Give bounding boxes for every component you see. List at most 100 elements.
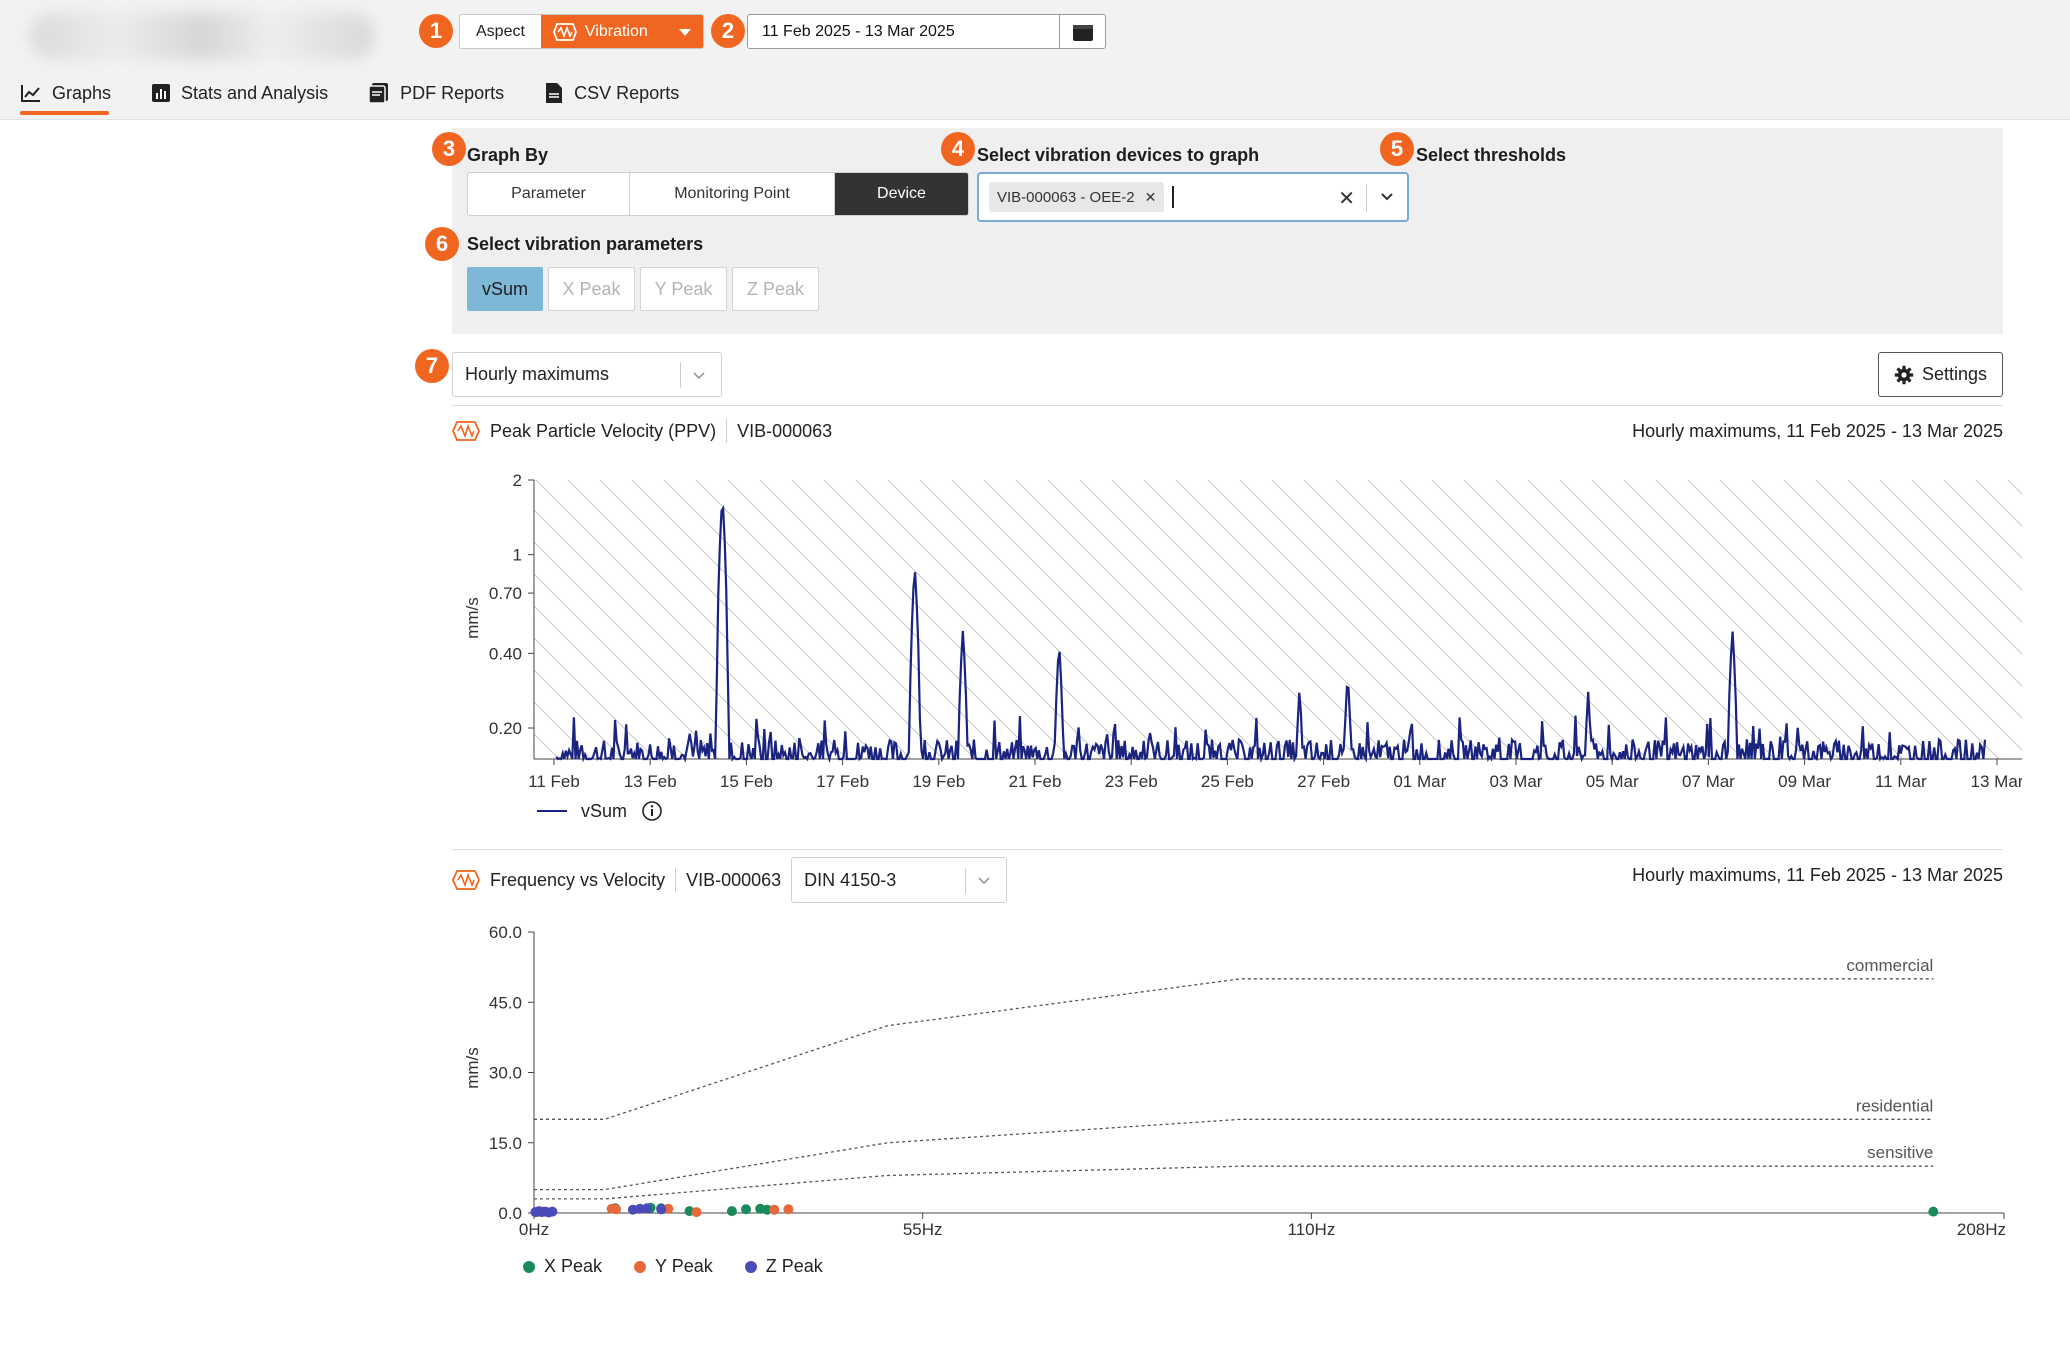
standard-select[interactable]: DIN 4150-3 [791, 857, 1008, 903]
y-axis-label: mm/s [463, 1047, 482, 1089]
z-peak-point [656, 1204, 667, 1215]
aspect-selector[interactable]: Aspect Vibration [459, 14, 704, 49]
ppv-line-chart: 2 1 0.70 0.40 0.20 mm/s 11 Feb 13 Feb 15 Feb 17 F… [463, 471, 2022, 791]
tab-csv-reports[interactable]: CSV Reports [524, 68, 699, 118]
parameter-buttons: vSum X Peak Y Peak Z Peak [467, 267, 819, 311]
tab-label: CSV Reports [574, 82, 680, 103]
x-tick-label: 25 Feb [1201, 772, 1254, 791]
y-axis-label: mm/s [463, 597, 482, 639]
fvv-chart-title: Frequency vs Velocity [490, 869, 666, 890]
param-vsum-button[interactable]: vSum [467, 267, 543, 311]
graph-by-device-button[interactable]: Device [835, 173, 968, 215]
graph-by-parameter-button[interactable]: Parameter [468, 173, 630, 215]
clear-icon[interactable]: ✕ [1338, 188, 1355, 210]
y-tick-label: 0.40 [489, 644, 522, 663]
bar-chart-icon [152, 84, 171, 102]
main-tabs: Graphs Stats and Analysis PDF Reports [0, 68, 699, 118]
tab-stats-and-analysis[interactable]: Stats and Analysis [131, 68, 348, 118]
x-tick-label: 11 Mar [1875, 772, 1927, 791]
step-badge-3: 3 [432, 132, 466, 166]
y-tick-label: 60.0 [489, 923, 522, 942]
caret-down-icon [678, 29, 691, 36]
tab-pdf-reports[interactable]: PDF Reports [348, 68, 524, 118]
calendar-icon [1072, 24, 1093, 41]
param-x-peak-button[interactable]: X Peak [548, 267, 635, 311]
x-tick-label: 23 Feb [1105, 772, 1158, 791]
y-tick-label: 1 [513, 546, 522, 565]
y-peak-point [611, 1204, 621, 1215]
settings-button[interactable]: Settings [1878, 352, 2003, 397]
top-bar: 1 Aspect Vibration 2 11 Feb 2025 - 13 Ma… [0, 0, 2070, 120]
legend-line-swatch [537, 810, 567, 812]
filter-panel: 3 Graph By Parameter Monitoring Point De… [425, 128, 2003, 334]
device-multiselect[interactable]: VIB-000063 - OEE-2 ✕ ✕ [977, 172, 1409, 222]
x-tick-label: 208Hz [1957, 1220, 2006, 1239]
tab-graphs[interactable]: Graphs [0, 68, 131, 118]
gear-icon [1894, 365, 1914, 384]
y-peak-point [783, 1204, 794, 1215]
legend-item-x-peak: X Peak [523, 1256, 602, 1277]
graph-by-monitoring-point-button[interactable]: Monitoring Point [630, 173, 835, 215]
graph-by-segmented-control: Parameter Monitoring Point Device [467, 172, 969, 216]
step-badge-7: 7 [415, 349, 449, 383]
chevron-down-icon[interactable] [1377, 186, 1397, 206]
y-tick-label: 30.0 [489, 1064, 522, 1083]
date-range-picker[interactable]: 11 Feb 2025 - 13 Mar 2025 [747, 14, 1106, 49]
x-peak-point [726, 1206, 737, 1217]
info-icon[interactable] [641, 800, 663, 822]
ppv-legend-label: vSum [581, 800, 628, 821]
ppv-chart-device: VIB-000063 [737, 420, 833, 441]
threshold-label-residential: residential [1856, 1096, 1934, 1115]
x-peak-point [741, 1204, 751, 1215]
step-badge-1: 1 [419, 14, 453, 48]
y-peak-point [691, 1207, 702, 1218]
chip-remove-icon[interactable]: ✕ [1144, 188, 1157, 205]
pdf-icon [368, 83, 389, 104]
divider [452, 405, 2003, 406]
legend-dot [744, 1260, 757, 1273]
x-tick-label: 13 Mar [1971, 772, 2022, 791]
aspect-dropdown[interactable]: Vibration [540, 15, 703, 48]
select-divider [965, 868, 967, 894]
param-z-peak-button[interactable]: Z Peak [732, 267, 819, 311]
date-range-input[interactable]: 11 Feb 2025 - 13 Mar 2025 [762, 22, 955, 40]
step-badge-6: 6 [425, 227, 459, 261]
hatched-background [534, 480, 2022, 759]
z-peak-point [635, 1203, 645, 1214]
tab-label: Graphs [52, 82, 112, 103]
x-tick-label: 55Hz [903, 1220, 943, 1239]
y-tick-label: 0.20 [489, 719, 522, 738]
x-tick-label: 17 Feb [816, 772, 869, 791]
z-peak-point [642, 1203, 653, 1214]
fvv-chart-header: Frequency vs Velocity VIB-000063 DIN 415… [452, 857, 1008, 903]
step-badge-4: 4 [941, 132, 975, 166]
line-chart-icon [21, 85, 40, 102]
settings-label: Settings [1921, 364, 1988, 384]
tab-label: Stats and Analysis [181, 82, 329, 103]
ppv-legend: vSum [537, 800, 663, 822]
logo [30, 12, 375, 60]
x-tick-label: 0Hz [519, 1220, 549, 1239]
x-tick-label: 19 Feb [912, 772, 965, 791]
x-tick-label: 21 Feb [1009, 772, 1062, 791]
chevron-down-icon [693, 372, 705, 380]
calendar-button[interactable] [1059, 15, 1105, 48]
graph-by-label: Graph By [467, 145, 549, 165]
fvv-legend: X Peak Y Peak Z Peak [523, 1256, 823, 1277]
fvv-chart-device: VIB-000063 [686, 869, 782, 890]
threshold-line-sensitive [534, 1165, 1934, 1200]
device-chip: VIB-000063 - OEE-2 ✕ [989, 182, 1165, 212]
x-peak-point [762, 1204, 773, 1215]
threshold-label-commercial: commercial [1846, 956, 1933, 975]
param-y-peak-button[interactable]: Y Peak [640, 267, 727, 311]
aggregation-select[interactable]: Hourly maximums [452, 352, 722, 397]
select-divider [1366, 184, 1367, 212]
vibration-icon [452, 421, 480, 441]
divider [452, 849, 2003, 850]
x-tick-label: 11 Feb [528, 772, 580, 791]
legend-label: X Peak [544, 1256, 603, 1276]
x-tick-label: 27 Feb [1297, 772, 1350, 791]
fvv-chart-range: Hourly maximums, 11 Feb 2025 - 13 Mar 20… [1632, 865, 2003, 885]
z-peak-point [547, 1206, 558, 1217]
x-tick-label: 07 Mar [1682, 772, 1735, 791]
